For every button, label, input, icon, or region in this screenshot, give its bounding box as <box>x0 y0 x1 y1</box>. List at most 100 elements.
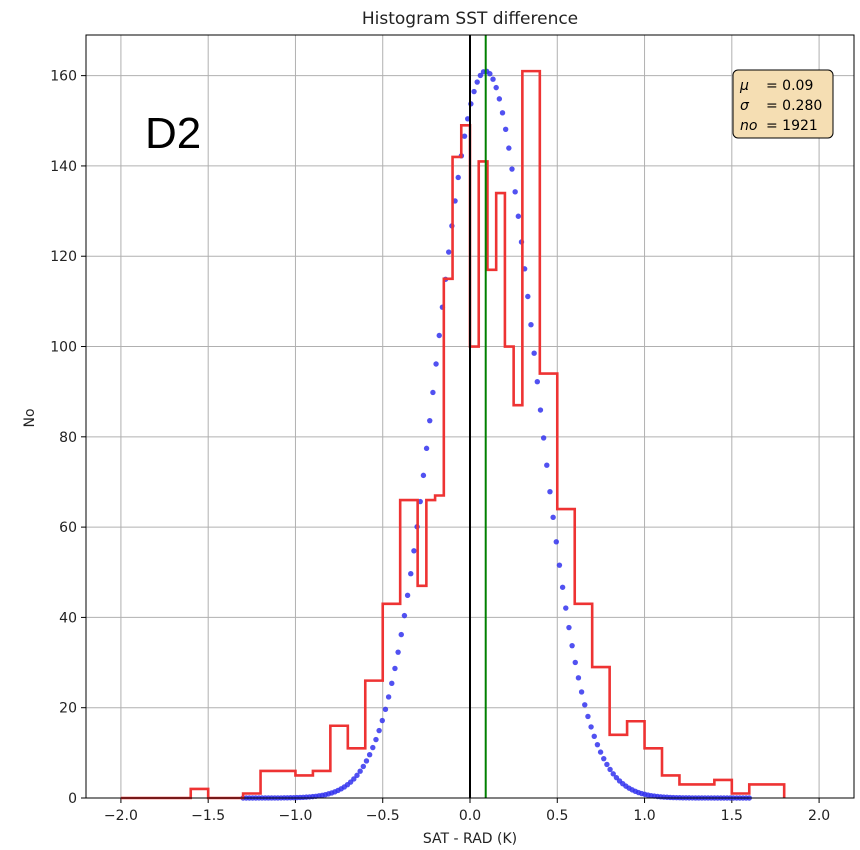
y-tick-label: 60 <box>59 520 77 536</box>
fit-point <box>566 624 572 631</box>
fit-point <box>461 133 468 139</box>
stats-mu-symbol: μ <box>739 78 749 94</box>
y-tick-label: 80 <box>59 430 77 446</box>
fit-point <box>363 758 370 764</box>
fit-point <box>446 249 452 255</box>
fit-point <box>471 88 477 95</box>
histogram-bars <box>120 69 786 800</box>
fit-point <box>512 189 518 195</box>
fit-point <box>423 445 430 452</box>
fit-point <box>351 776 357 782</box>
fit-point <box>433 361 439 367</box>
fit-point <box>502 126 509 132</box>
fit-point <box>496 96 503 102</box>
stats-mu-value: = 0.09 <box>766 78 813 94</box>
fit-point <box>575 675 582 681</box>
fit-point <box>578 689 585 695</box>
fit-point <box>547 489 553 495</box>
x-axis-ticks: −2.0 −1.5 −1.0 −0.5 0.0 0.5 1.0 1.5 2.0 <box>104 798 830 824</box>
plot-frame <box>85 34 855 799</box>
x-tick-label: 0.0 <box>459 808 481 824</box>
fit-point <box>366 751 373 758</box>
y-axis-ticks: 0 20 40 60 80 100 120 140 160 <box>50 69 86 807</box>
stats-no-value: = 1921 <box>766 118 818 134</box>
y-tick-label: 20 <box>59 701 77 717</box>
fit-point <box>404 592 411 599</box>
fit-point <box>553 539 559 545</box>
fit-point <box>360 763 367 770</box>
fit-point <box>585 713 591 720</box>
fit-point <box>370 744 376 751</box>
fit-point <box>550 514 556 520</box>
x-tick-label: −1.5 <box>191 808 225 824</box>
stats-sigma-symbol: σ <box>740 98 750 114</box>
fit-point <box>373 736 379 743</box>
fit-point <box>382 706 389 713</box>
fit-point <box>515 213 522 219</box>
fit-point <box>534 379 541 385</box>
y-tick-label: 120 <box>50 249 77 265</box>
fit-point <box>420 472 427 479</box>
fit-point <box>604 761 610 768</box>
fit-point <box>490 76 496 82</box>
fit-point <box>588 724 594 730</box>
x-tick-label: −0.5 <box>366 808 400 824</box>
x-tick-label: −2.0 <box>104 808 138 824</box>
x-tick-label: 2.0 <box>808 808 830 824</box>
gaussian-fit-curve <box>240 68 752 801</box>
y-axis-label: No <box>22 408 38 427</box>
fit-point <box>528 322 534 328</box>
fit-point <box>569 642 575 649</box>
fit-point <box>411 548 417 554</box>
x-tick-label: 0.5 <box>546 808 568 824</box>
fit-point <box>591 733 597 739</box>
x-tick-label: 1.5 <box>721 808 743 824</box>
fit-point <box>455 174 461 181</box>
fit-point <box>610 771 616 777</box>
y-tick-label: 0 <box>68 791 77 807</box>
fit-point <box>357 768 363 774</box>
fit-point <box>597 749 604 755</box>
fit-point <box>559 584 566 590</box>
fit-point <box>379 717 385 724</box>
fit-point <box>477 72 484 79</box>
fit-point <box>385 694 392 700</box>
fit-point <box>506 145 512 151</box>
stats-sigma-value: = 0.280 <box>766 98 822 114</box>
panel-label: D2 <box>145 109 201 158</box>
fit-point <box>544 462 550 468</box>
fit-point <box>474 79 480 85</box>
stats-box: μ = 0.09 σ = 0.280 no = 1921 <box>732 69 834 139</box>
histogram-outline <box>120 69 786 800</box>
fit-point <box>376 727 382 734</box>
x-tick-label: −1.0 <box>278 808 312 824</box>
x-tick-label: 1.0 <box>633 808 655 824</box>
y-tick-label: 140 <box>50 159 77 175</box>
fit-point <box>540 435 547 441</box>
fit-point <box>499 110 506 116</box>
reference-lines <box>469 35 487 798</box>
fit-point <box>487 71 493 77</box>
fit-point <box>531 350 537 356</box>
y-tick-label: 40 <box>59 610 77 626</box>
fit-point <box>601 755 607 762</box>
fit-point <box>594 741 601 748</box>
fit-point <box>436 332 442 339</box>
fit-point <box>430 389 436 396</box>
fit-point <box>525 293 531 300</box>
x-axis-label: SAT - RAD (K) <box>423 831 517 847</box>
y-tick-label: 100 <box>50 340 77 356</box>
fit-point <box>408 571 414 577</box>
fit-point <box>572 659 578 666</box>
fit-point <box>563 605 569 611</box>
fit-point <box>354 772 360 779</box>
chart-title: Histogram SST difference <box>362 9 578 29</box>
fit-point <box>398 631 404 638</box>
fit-point <box>389 680 395 687</box>
fit-point <box>537 407 544 413</box>
fit-point <box>509 166 515 172</box>
stats-no-symbol: no <box>740 118 757 134</box>
y-tick-label: 160 <box>50 69 77 85</box>
fit-point <box>607 766 613 773</box>
